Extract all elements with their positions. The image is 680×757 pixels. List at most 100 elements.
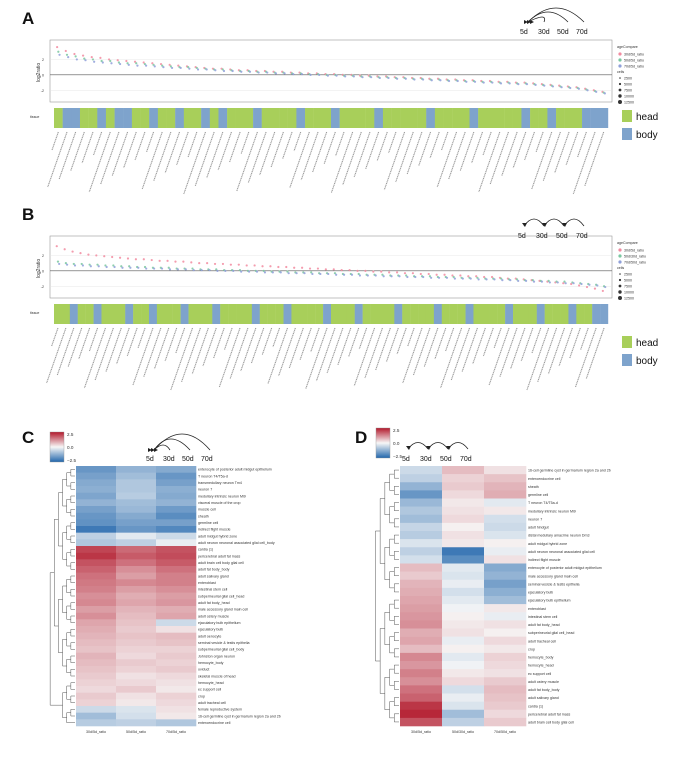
c-dendro-branch (70, 589, 75, 597)
b-tissue-cell (267, 304, 276, 324)
d-cell (442, 490, 485, 499)
c-cell (76, 592, 117, 600)
a-point (65, 53, 69, 56)
a-tissue-cell (452, 108, 462, 128)
b-point (335, 273, 338, 276)
d-dendro-branch (394, 567, 399, 576)
a-point (361, 76, 364, 79)
panel-b-ylabel: log2ratio (36, 259, 42, 278)
a-ytick: -2 (41, 89, 44, 93)
a-point (603, 92, 606, 95)
a-point (352, 75, 355, 78)
d-cell (484, 466, 527, 475)
b-point (224, 269, 227, 272)
legend-b-size-dot (618, 290, 622, 294)
c-cell (116, 492, 157, 500)
panel-d-colorbar-hi: 2.5 (393, 428, 400, 433)
b-tissue-cell (346, 304, 355, 324)
c-cell (116, 566, 157, 573)
panel-b-legend-title: ageCompare (617, 241, 638, 245)
panel-c-colorbar-mid: 0.0 (67, 445, 74, 450)
b-point (422, 275, 425, 279)
a-point (517, 83, 520, 86)
b-xlabel-mark (164, 327, 178, 362)
c-cell (156, 672, 197, 680)
d-dendro-branch (379, 498, 385, 564)
b-point (437, 276, 441, 279)
b-point (578, 284, 581, 287)
b-point (238, 268, 242, 272)
legend-b-series-2: 50d/30d_ratio (624, 255, 646, 259)
panel-c-col-labels: 30d/5d_ratio 50d/5d_ratio 70d/5d_ratio (86, 730, 186, 734)
panel-letter-c: C (22, 428, 34, 447)
panel-letter-b: B (22, 205, 34, 224)
b-xlabel-mark (423, 327, 439, 368)
timeline-d-arrow (446, 446, 451, 450)
d-cell (484, 563, 527, 572)
b-point (490, 275, 494, 279)
a-point (439, 79, 442, 82)
a-tissue-cell (62, 108, 72, 128)
a-point (162, 66, 165, 69)
b-tissue-cell (338, 304, 348, 324)
c-cell (116, 472, 157, 480)
a-point (75, 58, 78, 61)
c-cell (116, 706, 157, 713)
c-dendro-branch (58, 599, 63, 653)
a-point (101, 61, 104, 64)
a-point (109, 59, 112, 63)
b-xlabel-mark (396, 327, 407, 355)
a-xlabel-mark (395, 131, 414, 183)
timeline-d-30d: 30d (420, 456, 432, 463)
timeline-d-arrow (426, 446, 431, 450)
b-point (532, 280, 536, 283)
c-row-label: medullary intrinsic neuron Mi9 (198, 494, 246, 498)
b-point (262, 269, 265, 272)
a-point (482, 81, 485, 84)
a-xlabel-mark (459, 131, 475, 172)
b-tissue-cell (560, 304, 569, 324)
d-cell (400, 563, 443, 572)
a-tissue-cell (434, 108, 444, 128)
b-xlabel-mark (488, 327, 510, 386)
timeline-b-arc (543, 218, 565, 227)
a-xlabel-mark (554, 131, 570, 174)
b-xlabel-mark (175, 327, 186, 354)
a-xlabel-mark (134, 131, 146, 161)
legend-a-series-1: 30d/5d_ratio (624, 53, 644, 57)
b-tissue-cell (402, 304, 411, 324)
c-dendro-branch (62, 585, 67, 613)
d-cell (442, 555, 485, 564)
b-tissue-cell (600, 304, 609, 324)
a-xlabel-mark (300, 131, 319, 181)
a-tissue-cell (331, 108, 340, 128)
a-point (119, 62, 122, 66)
d-row-label: hemocyte_head (528, 664, 554, 668)
b-point (153, 267, 156, 270)
c-row-label: adult fat body_head (198, 601, 230, 605)
b-point (293, 266, 296, 269)
legend-b-size-2: 5000 (624, 279, 632, 283)
b-xlabel-mark (94, 327, 114, 381)
a-xlabel-mark (88, 131, 111, 193)
a-point (447, 79, 451, 83)
a-point (300, 72, 304, 76)
b-point (128, 265, 131, 268)
c-col-label: 50d/5d_ratio (126, 730, 146, 734)
d-row-label: adult tracheal cell (528, 639, 556, 643)
b-point (168, 268, 172, 271)
timeline-a-arrow (524, 20, 528, 24)
b-xlabel-mark (434, 327, 447, 360)
c-cell (76, 619, 117, 627)
b-point (570, 282, 573, 286)
b-point (340, 268, 343, 272)
legend-a-size-1: 2500 (624, 77, 632, 81)
b-xlabel-mark (412, 327, 431, 376)
panel-b-tissue-bar (54, 304, 609, 324)
a-point (161, 64, 164, 67)
b-xlabel-mark (579, 327, 589, 351)
timeline-a-arrow (527, 20, 531, 24)
c-row-label: male accessory gland main cell (198, 608, 248, 612)
a-point (534, 83, 537, 86)
c-dendro-branch (62, 639, 67, 667)
